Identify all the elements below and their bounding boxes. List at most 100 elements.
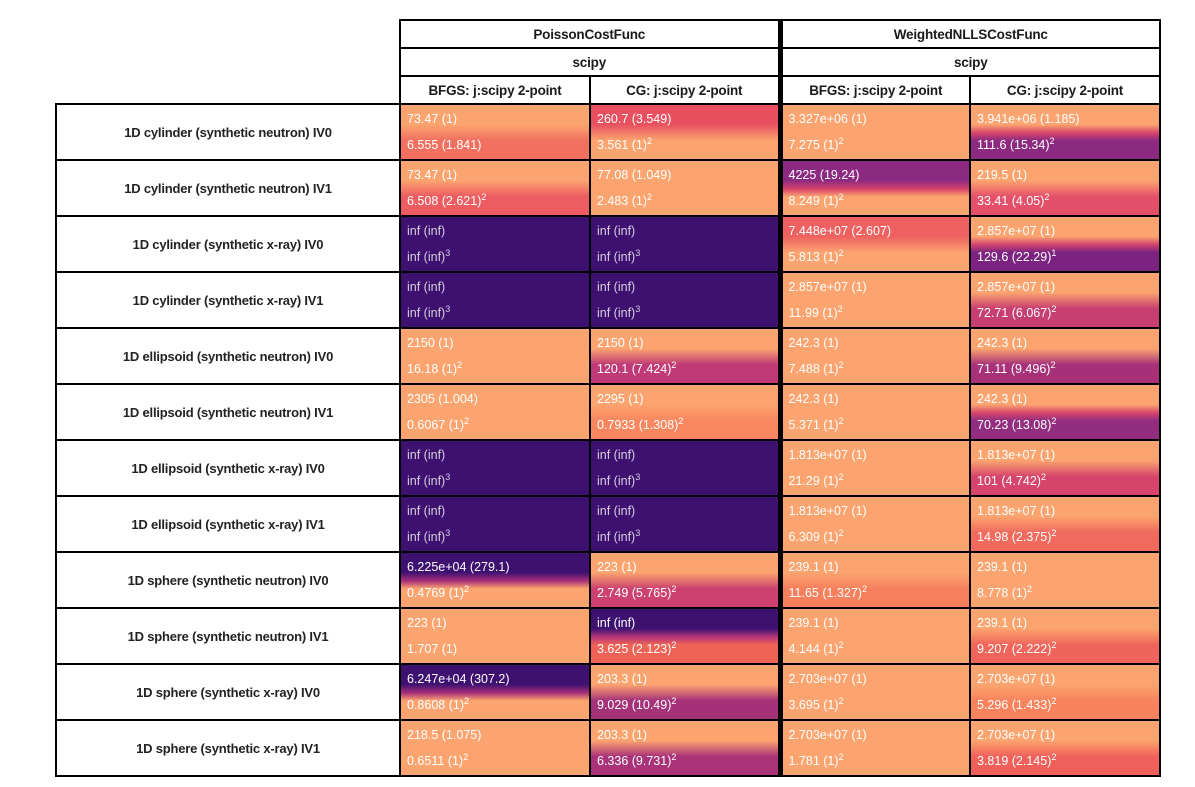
cell-content: 2.857e+07 (1) 72.71 (6.067)2 bbox=[972, 274, 1158, 326]
result-cell: 77.08 (1.049) 2.483 (1)2 bbox=[589, 159, 781, 217]
cell-content: inf (inf) inf (inf)3 bbox=[402, 442, 588, 494]
result-cell: 2.857e+07 (1) 129.6 (22.29)1 bbox=[969, 215, 1161, 273]
cell-value: 6.247e+04 (307.2) bbox=[407, 671, 510, 686]
result-cell: inf (inf) inf (inf)3 bbox=[399, 215, 591, 273]
row-label: 1D ellipsoid (synthetic x-ray) IV0 bbox=[55, 439, 401, 497]
cell-value: 3.941e+06 (1.185) bbox=[977, 111, 1080, 126]
rank-superscript: 2 bbox=[671, 751, 677, 762]
rank-superscript: 2 bbox=[838, 359, 844, 370]
cell-value: 239.1 (1) bbox=[788, 559, 839, 574]
cell-value: 5.296 (1.433)2 bbox=[977, 695, 1057, 712]
cell-value: 0.4769 (1)2 bbox=[407, 583, 469, 600]
cell-value: 3.561 (1)2 bbox=[597, 135, 653, 152]
cell-value: 73.47 (1) bbox=[407, 167, 458, 182]
cell-value: 242.3 (1) bbox=[788, 335, 839, 350]
rank-superscript: 2 bbox=[838, 639, 844, 650]
cell-value: inf (inf)3 bbox=[407, 527, 451, 544]
result-cell: 2150 (1) 120.1 (7.424)2 bbox=[589, 327, 781, 385]
cell-value: 242.3 (1) bbox=[788, 391, 839, 406]
cell-value: inf (inf) bbox=[407, 223, 446, 238]
result-cell: 239.1 (1) 11.65 (1.327)2 bbox=[777, 551, 971, 609]
cell-value: 72.71 (6.067)2 bbox=[977, 303, 1057, 320]
cell-value: 129.6 (22.29)1 bbox=[977, 247, 1057, 264]
cell-value: 9.207 (2.222)2 bbox=[977, 639, 1057, 656]
result-cell: inf (inf) 3.625 (2.123)2 bbox=[589, 607, 781, 665]
cell-content: 6.247e+04 (307.2) 0.8608 (1)2 bbox=[402, 666, 588, 718]
cell-value: 11.99 (1)2 bbox=[788, 303, 843, 320]
row-label: 1D ellipsoid (synthetic x-ray) IV1 bbox=[55, 495, 401, 553]
rank-superscript: 2 bbox=[463, 583, 469, 594]
cell-content: 7.448e+07 (2.607) 5.813 (1)2 bbox=[785, 218, 968, 270]
cell-content: 1.813e+07 (1) 6.309 (1)2 bbox=[785, 498, 968, 550]
result-cell: 239.1 (1) 8.778 (1)2 bbox=[969, 551, 1161, 609]
rank-superscript: 3 bbox=[635, 471, 641, 482]
rank-superscript: 2 bbox=[1040, 471, 1046, 482]
cell-value: 4.144 (1)2 bbox=[788, 639, 844, 656]
result-cell: 73.47 (1) 6.555 (1.841) bbox=[399, 103, 591, 161]
result-cell: 203.3 (1) 6.336 (9.731)2 bbox=[589, 719, 781, 777]
cell-value: 203.3 (1) bbox=[597, 727, 648, 742]
rank-superscript: 3 bbox=[445, 527, 451, 538]
result-cell: 73.47 (1) 6.508 (2.621)2 bbox=[399, 159, 591, 217]
cell-value: 2.703e+07 (1) bbox=[788, 671, 867, 686]
cell-value: 0.8608 (1)2 bbox=[407, 695, 469, 712]
cell-value: 2.703e+07 (1) bbox=[788, 727, 867, 742]
cell-value: 218.5 (1.075) bbox=[407, 727, 482, 742]
cell-value: 0.6067 (1)2 bbox=[407, 415, 469, 432]
benchmark-table: PoissonCostFunc WeightedNLLSCostFunc sci… bbox=[55, 19, 1161, 777]
table-row: 1D sphere (synthetic neutron) IV1 223 (1)… bbox=[55, 607, 1161, 665]
result-cell: 3.327e+06 (1) 7.275 (1)2 bbox=[777, 103, 971, 161]
cell-value: 71.11 (9.496)2 bbox=[977, 359, 1056, 376]
cell-value: 1.813e+07 (1) bbox=[977, 503, 1056, 518]
table-row: 1D sphere (synthetic x-ray) IV1 218.5 (1.… bbox=[55, 719, 1161, 777]
minimizer-header-cg-2: CG: j:scipy 2-point bbox=[969, 75, 1161, 105]
table-row: 1D ellipsoid (synthetic x-ray) IV0 inf (i… bbox=[55, 439, 1161, 497]
row-label: 1D cylinder (synthetic neutron) IV1 bbox=[55, 159, 401, 217]
cell-value: 0.6511 (1)2 bbox=[407, 751, 469, 768]
rank-superscript: 2 bbox=[1051, 695, 1057, 706]
result-cell: 2.703e+07 (1) 3.819 (2.145)2 bbox=[969, 719, 1161, 777]
cell-value: 203.3 (1) bbox=[597, 671, 648, 686]
result-cell: 223 (1) 2.749 (5.765)2 bbox=[589, 551, 781, 609]
cell-value: 1.813e+07 (1) bbox=[788, 447, 867, 462]
rank-superscript: 2 bbox=[837, 303, 843, 314]
cell-value: 21.29 (1)2 bbox=[788, 471, 844, 488]
cell-value: 4225 (19.24) bbox=[788, 167, 860, 182]
cell-value: 2.483 (1)2 bbox=[597, 191, 653, 208]
cell-value: 11.65 (1.327)2 bbox=[788, 583, 867, 600]
rank-superscript: 2 bbox=[1051, 415, 1057, 426]
rank-superscript: 3 bbox=[445, 247, 451, 258]
row-label: 1D sphere (synthetic x-ray) IV1 bbox=[55, 719, 401, 777]
result-cell: 3.941e+06 (1.185) 111.6 (15.34)2 bbox=[969, 103, 1161, 161]
cell-value: 1.781 (1)2 bbox=[788, 751, 844, 768]
cell-value: 70.23 (13.08)2 bbox=[977, 415, 1057, 432]
cell-content: 239.1 (1) 4.144 (1)2 bbox=[785, 610, 968, 662]
header-row-minimizer: BFGS: j:scipy 2-point CG: j:scipy 2-poin… bbox=[56, 75, 1161, 105]
result-cell: 7.448e+07 (2.607) 5.813 (1)2 bbox=[777, 215, 971, 273]
cell-value: 260.7 (3.549) bbox=[597, 111, 672, 126]
result-cell: 242.3 (1) 5.371 (1)2 bbox=[777, 383, 971, 441]
result-cell: 2.703e+07 (1) 1.781 (1)2 bbox=[777, 719, 971, 777]
cell-value: inf (inf) bbox=[407, 279, 446, 294]
cell-value: inf (inf) bbox=[597, 503, 636, 518]
cell-value: 101 (4.742)2 bbox=[977, 471, 1046, 488]
rank-superscript: 2 bbox=[457, 359, 463, 370]
result-cell: 239.1 (1) 4.144 (1)2 bbox=[777, 607, 971, 665]
rank-superscript: 3 bbox=[635, 247, 641, 258]
result-cell: 260.7 (3.549) 3.561 (1)2 bbox=[589, 103, 781, 161]
result-cell: 223 (1) 1.707 (1) bbox=[399, 607, 591, 665]
cell-value: 77.08 (1.049) bbox=[597, 167, 672, 182]
rank-superscript: 2 bbox=[463, 751, 469, 762]
cell-content: 2295 (1) 0.7933 (1.308)2 bbox=[592, 386, 778, 438]
cell-content: 2.857e+07 (1) 11.99 (1)2 bbox=[785, 274, 968, 326]
result-cell: 2.703e+07 (1) 3.695 (1)2 bbox=[777, 663, 971, 721]
cell-content: 203.3 (1) 9.029 (10.49)2 bbox=[592, 666, 778, 718]
rank-superscript: 2 bbox=[838, 471, 844, 482]
rank-superscript: 2 bbox=[671, 695, 677, 706]
rank-superscript: 2 bbox=[838, 135, 844, 146]
result-cell: 6.225e+04 (279.1) 0.4769 (1)2 bbox=[399, 551, 591, 609]
cell-content: 3.941e+06 (1.185) 111.6 (15.34)2 bbox=[972, 106, 1158, 158]
cell-value: inf (inf)3 bbox=[597, 527, 641, 544]
cell-content: 1.813e+07 (1) 14.98 (2.375)2 bbox=[972, 498, 1158, 550]
rank-superscript: 1 bbox=[1051, 247, 1057, 258]
